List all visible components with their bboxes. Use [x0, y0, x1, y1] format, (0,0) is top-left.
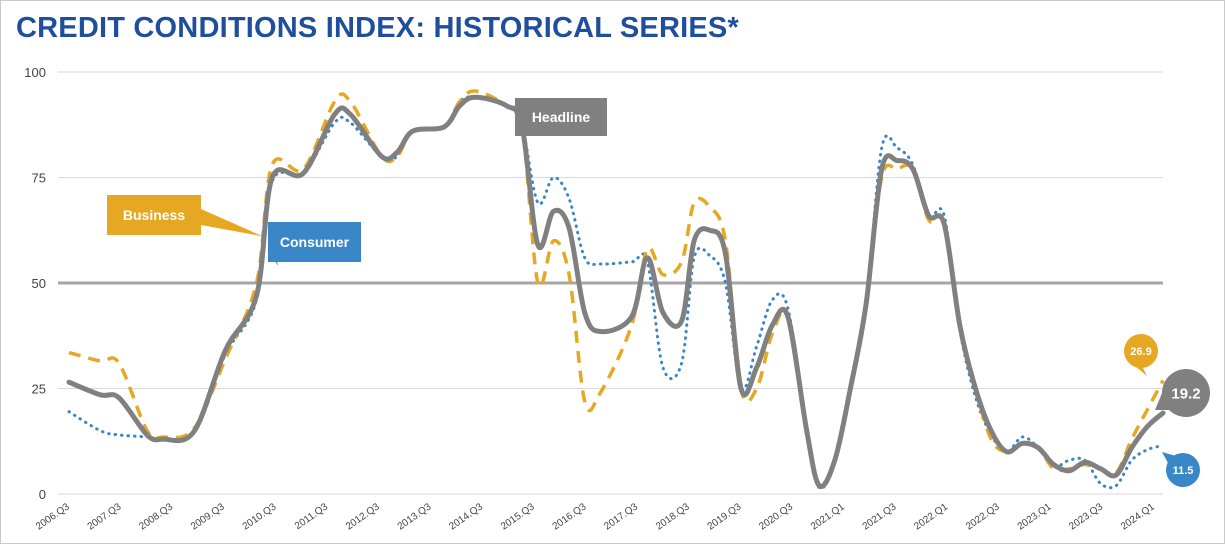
x-tick-label: 2006.Q3 [34, 501, 72, 532]
callout-label: Consumer [280, 234, 350, 250]
x-tick-label: 2010.Q3 [241, 501, 279, 532]
x-tick-label: 2007.Q3 [86, 501, 124, 532]
y-tick-label: 50 [32, 276, 46, 291]
y-tick-label: 0 [39, 487, 46, 502]
x-tick-label: 2019.Q3 [706, 501, 744, 532]
end-label-consumer: 11.5 [1162, 452, 1200, 487]
x-tick-label: 2014.Q3 [447, 501, 485, 532]
callout-box [515, 98, 607, 136]
x-tick-label: 2015.Q3 [499, 501, 537, 532]
x-tick-label: 2021.Q3 [861, 501, 899, 532]
end-label-value: 26.9 [1130, 346, 1151, 358]
x-tick-label: 2011.Q3 [293, 501, 330, 532]
end-label-business: 26.9 [1124, 334, 1158, 376]
series-line-business [68, 89, 1165, 487]
x-tick-label: 2024.Q1 [1119, 501, 1157, 532]
x-tick-label: 2023.Q3 [1067, 501, 1105, 532]
x-tick-label: 2022.Q3 [964, 501, 1002, 532]
end-label-bubble [1166, 453, 1200, 487]
x-tick-label: 2012.Q3 [344, 501, 382, 532]
x-tick-label: 2021.Q1 [809, 501, 847, 532]
end-label-bubble [1124, 334, 1158, 368]
x-tick-label: 2022.Q1 [912, 501, 950, 532]
end-label-layer: 26.9 19.2 11.5 [1124, 334, 1210, 487]
y-tick-label: 75 [32, 171, 46, 186]
series-line-consumer [67, 95, 1165, 491]
x-tick-label: 2009.Q3 [189, 501, 227, 532]
series-line-headline [66, 94, 1166, 490]
y-tick-label: 25 [32, 382, 46, 397]
end-label-bubble [1162, 369, 1210, 417]
callout-label: Business [123, 207, 185, 223]
callout-pointer [268, 236, 279, 266]
callout-pointer [201, 209, 263, 237]
gridlines [58, 71, 1163, 495]
x-tick-label: 2008.Q3 [137, 501, 175, 532]
x-tick-label: 2013.Q3 [396, 501, 434, 532]
series-layer [66, 89, 1166, 491]
y-axis: 0 25 50 75 100 [24, 65, 46, 502]
end-label-headline: 19.2 [1155, 369, 1210, 417]
callout-box [107, 195, 201, 235]
end-label-value: 11.5 [1173, 465, 1194, 477]
end-label-pointer [1162, 452, 1176, 463]
callout-headline: Headline [515, 98, 607, 136]
x-tick-label: 2017.Q3 [602, 501, 640, 532]
callout-label: Headline [532, 109, 591, 125]
callout-pointer [515, 110, 526, 133]
y-tick-label: 100 [24, 65, 46, 80]
x-tick-label: 2018.Q3 [654, 501, 692, 532]
callout-business: Business [107, 195, 263, 237]
callout-box [268, 222, 361, 262]
x-tick-label: 2020.Q3 [757, 501, 795, 532]
callout-consumer: Consumer [268, 222, 361, 266]
x-tick-label: 2023.Q1 [1016, 501, 1054, 532]
x-tick-label: 2016.Q3 [551, 501, 589, 532]
callout-layer: Headline Business Consumer [107, 98, 607, 266]
end-label-value: 19.2 [1171, 385, 1200, 402]
chart-title: CREDIT CONDITIONS INDEX: HISTORICAL SERI… [16, 12, 739, 44]
x-axis: 2006.Q3 2007.Q3 2008.Q3 2009.Q3 2010.Q3 2011.… [34, 501, 1157, 532]
